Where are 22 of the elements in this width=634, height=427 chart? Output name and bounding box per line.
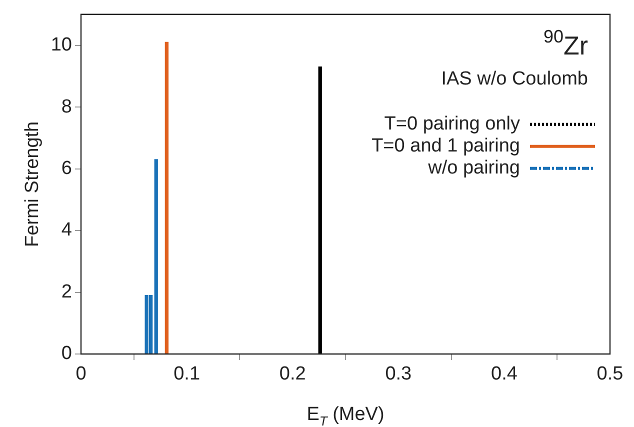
x-tick-label: 0 xyxy=(76,364,86,385)
y-axis-title: Fermi Strength xyxy=(22,121,43,248)
legend-label: T=0 pairing only xyxy=(384,114,520,135)
y-tick-label: 10 xyxy=(50,34,72,56)
bar xyxy=(144,295,148,354)
bar xyxy=(318,66,322,354)
y-tick-label: 6 xyxy=(61,158,72,179)
x-tick-label: 0.5 xyxy=(596,364,624,385)
y-tick-label: 0 xyxy=(61,343,72,364)
y-tick-label: 2 xyxy=(61,281,72,302)
x-tick-label: 0.3 xyxy=(385,364,412,385)
legend-label: T=0 and 1 pairing xyxy=(372,136,520,157)
y-tick-label: 8 xyxy=(61,96,72,118)
x-tick-label: 0.4 xyxy=(490,364,518,385)
legend-label: w/o pairing xyxy=(427,158,520,179)
x-tick-label: 0.2 xyxy=(279,364,306,385)
bar xyxy=(149,295,153,354)
x-tick-label: 0.1 xyxy=(174,364,200,385)
bar xyxy=(164,42,169,354)
y-tick-label: 4 xyxy=(61,220,72,241)
annotation: IAS w/o Coulomb xyxy=(441,68,588,90)
bar xyxy=(154,159,158,354)
